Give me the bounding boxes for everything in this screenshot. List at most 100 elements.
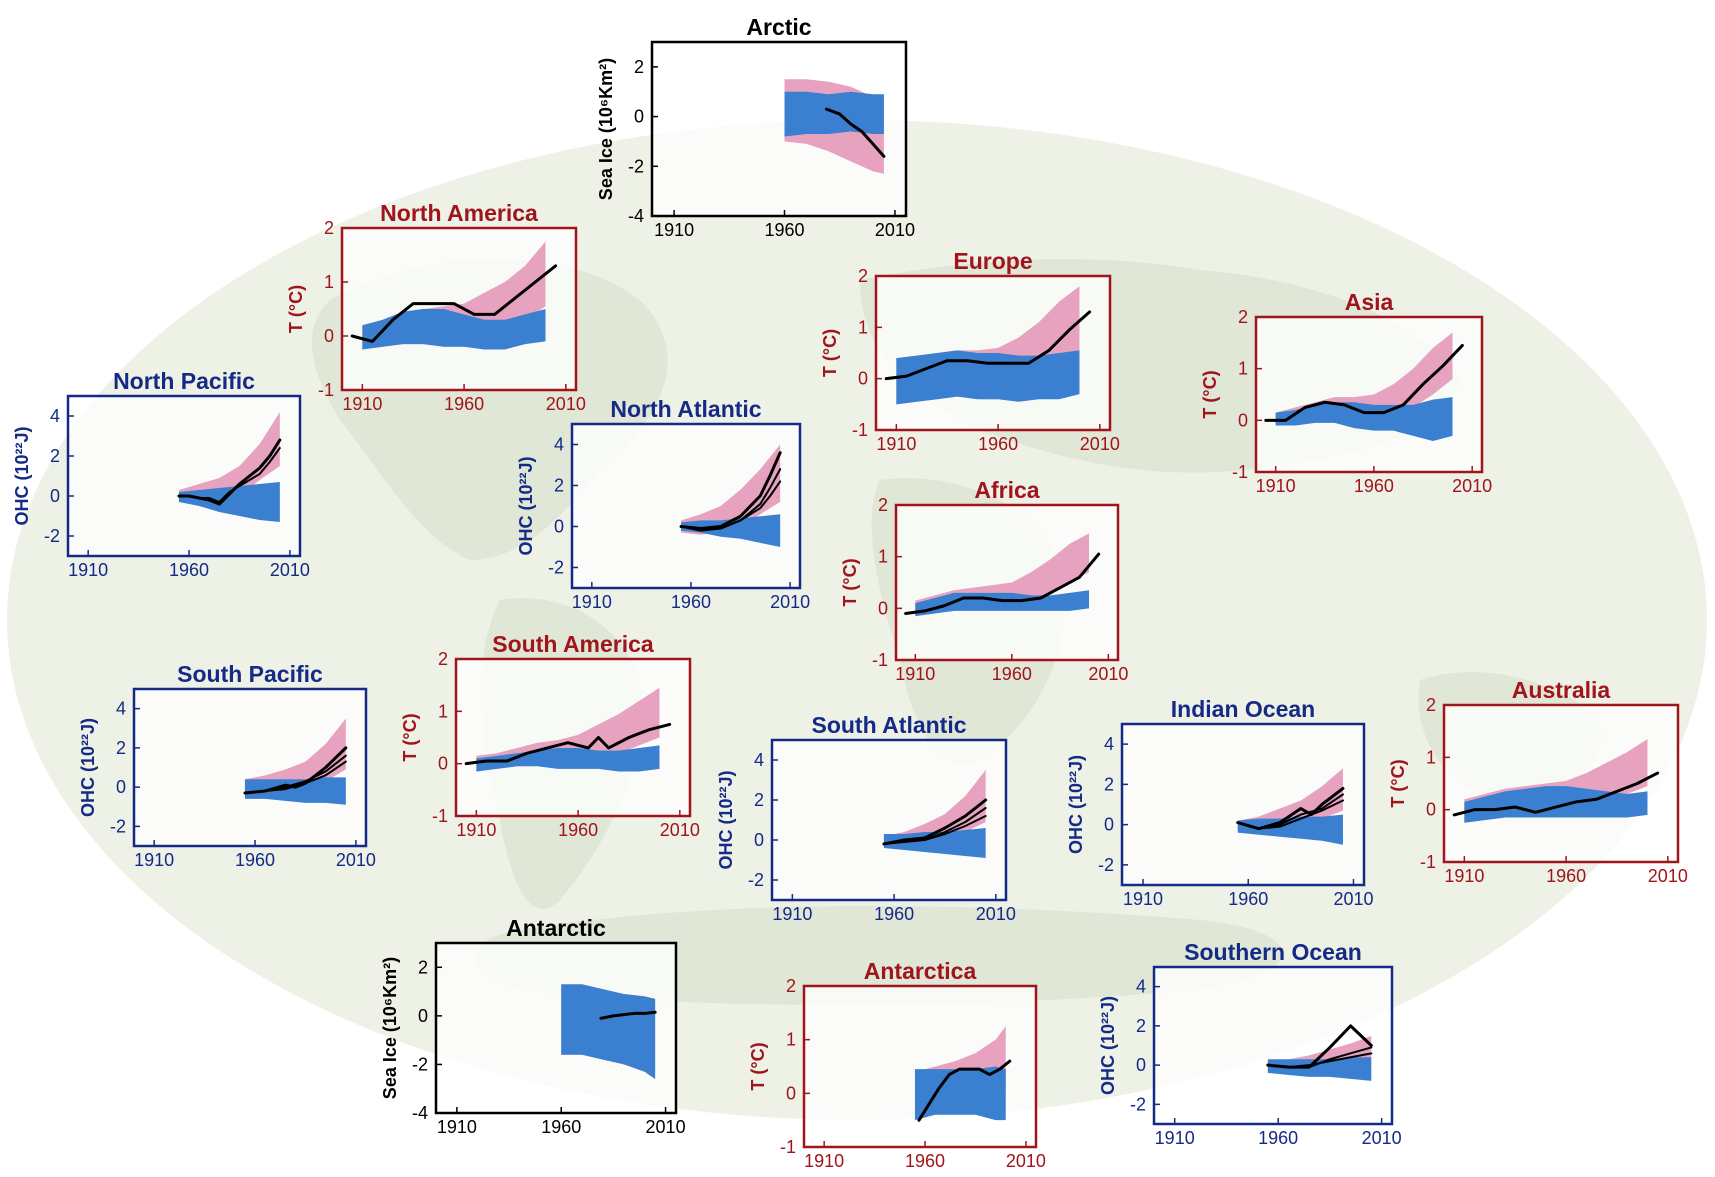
series-group — [1452, 739, 1660, 823]
y-axis-label: T (°C) — [400, 713, 420, 761]
panel-title: North America — [380, 200, 538, 226]
x-tick-label: 2010 — [875, 220, 915, 240]
y-axis-label: Sea Ice (10⁶Km²) — [596, 58, 616, 200]
panel-south-america: 1910 1960 2010 -1 0 1 2 South America T (°C) — [400, 631, 700, 840]
plot-frame — [570, 422, 802, 590]
panel-title: South America — [492, 631, 654, 657]
y-axis-label: OHC (10²²J) — [78, 718, 98, 817]
y-tick-label: 0 — [878, 598, 888, 618]
x-tick-label: 2010 — [1452, 476, 1492, 496]
plot-frame — [802, 984, 1038, 1149]
observation-line-3 — [1236, 799, 1344, 830]
y-tick-label: -2 — [412, 1054, 428, 1074]
x-tick-label: 1910 — [876, 434, 916, 454]
y-tick-label: 1 — [878, 547, 888, 567]
y-tick-label: 1 — [1238, 359, 1248, 379]
plot-frame — [340, 226, 578, 392]
plot-frame — [132, 687, 368, 848]
y-axis-label: OHC (10²²J) — [516, 456, 536, 555]
x-tick-label: 1910 — [134, 850, 174, 870]
panel-title: South Atlantic — [811, 712, 966, 738]
series-group — [464, 687, 672, 772]
observation-line-1 — [1452, 771, 1660, 817]
observation-line-3 — [882, 815, 987, 845]
y-tick-label: 4 — [50, 406, 60, 426]
observation-line-1 — [1264, 343, 1464, 422]
y-tick-label: 4 — [116, 699, 126, 719]
y-axis-label: OHC (10²²J) — [1066, 755, 1086, 854]
series-group — [1264, 332, 1464, 441]
panel-south-atlantic: 1910 1960 2010 -2 0 2 4 South Atlantic OHC (10²²… — [716, 712, 1016, 924]
combined-forcing-band — [178, 412, 280, 504]
plot-frame — [1120, 722, 1366, 887]
y-tick-label: -1 — [1232, 462, 1248, 482]
panel-title: North Pacific — [113, 368, 255, 394]
y-axis-label: T (°C) — [286, 285, 306, 333]
panel-australia: 1910 1960 2010 -1 0 1 2 Australia T (°C) — [1388, 677, 1688, 886]
x-tick-label: 1910 — [572, 592, 612, 612]
panel-title: Indian Ocean — [1171, 696, 1315, 722]
x-tick-label: 1960 — [235, 850, 275, 870]
y-tick-label: 2 — [324, 218, 334, 238]
x-tick-label: 1910 — [1444, 866, 1484, 886]
natural-forcing-band — [1237, 814, 1343, 845]
y-tick-label: 0 — [554, 517, 564, 537]
y-tick-label: 0 — [50, 486, 60, 506]
series-group — [882, 770, 988, 858]
plot-frame — [770, 738, 1008, 902]
y-tick-label: 0 — [1238, 410, 1248, 430]
x-tick-label: 2010 — [976, 904, 1016, 924]
x-tick-label: 1910 — [342, 394, 382, 414]
plot-frame — [66, 394, 302, 558]
y-tick-label: 0 — [754, 830, 764, 850]
y-tick-label: 2 — [418, 957, 428, 977]
x-tick-label: 2010 — [270, 560, 310, 580]
x-tick-label: 1910 — [1256, 476, 1296, 496]
x-tick-label: 2010 — [546, 394, 586, 414]
panel-antarctic: 1910 1960 2010 -4 -2 0 2 Antarctic Sea Ice (10⁶K… — [380, 915, 686, 1137]
observation-line-3 — [680, 480, 782, 530]
x-tick-label: 2010 — [1333, 889, 1373, 909]
y-tick-label: -1 — [1420, 852, 1436, 872]
natural-forcing-band — [362, 309, 546, 350]
x-tick-label: 2010 — [1648, 866, 1688, 886]
natural-forcing-band — [561, 984, 656, 1079]
y-tick-label: -2 — [110, 816, 126, 836]
x-tick-label: 1960 — [671, 592, 711, 612]
y-axis-label: T (°C) — [1388, 759, 1408, 807]
plot-frame — [434, 941, 678, 1115]
panel-south-pacific: 1910 1960 2010 -2 0 2 4 South Pacific OHC (10²²J… — [78, 661, 376, 870]
plot-area — [896, 505, 1118, 660]
series-group — [884, 286, 1092, 405]
y-tick-label: 2 — [754, 790, 764, 810]
observation-line-2 — [177, 447, 281, 503]
panel-asia: 1910 1960 2010 -1 0 1 2 Asia T (°C) — [1200, 289, 1492, 496]
y-tick-label: 0 — [324, 326, 334, 346]
panel-arctic: 1910 1960 2010 -4 -2 0 2 Arctic Sea Ice (10⁶Km²) — [596, 14, 915, 240]
y-tick-label: -1 — [318, 380, 334, 400]
x-tick-label: 2010 — [1088, 664, 1128, 684]
y-tick-label: 0 — [786, 1083, 796, 1103]
y-tick-label: -2 — [628, 156, 644, 176]
panel-title: South Pacific — [177, 661, 323, 687]
x-tick-label: 1960 — [764, 220, 804, 240]
y-tick-label: 2 — [50, 446, 60, 466]
observation-line-3 — [243, 760, 347, 795]
y-tick-label: 0 — [1426, 800, 1436, 820]
series-group — [679, 444, 782, 547]
y-tick-label: 0 — [116, 777, 126, 797]
y-tick-label: -4 — [412, 1103, 428, 1123]
x-tick-label: 2010 — [1080, 434, 1120, 454]
y-tick-label: 1 — [1426, 747, 1436, 767]
y-tick-label: 2 — [1104, 774, 1114, 794]
y-tick-label: 4 — [1136, 977, 1146, 997]
y-tick-label: 2 — [1136, 1016, 1146, 1036]
x-tick-label: 1960 — [1354, 476, 1394, 496]
panel-title: Europe — [953, 248, 1032, 274]
natural-forcing-band — [1267, 1057, 1372, 1081]
y-tick-label: -1 — [432, 806, 448, 826]
y-tick-label: -1 — [872, 650, 888, 670]
plot-frame — [454, 657, 692, 818]
x-tick-label: 1960 — [1228, 889, 1268, 909]
